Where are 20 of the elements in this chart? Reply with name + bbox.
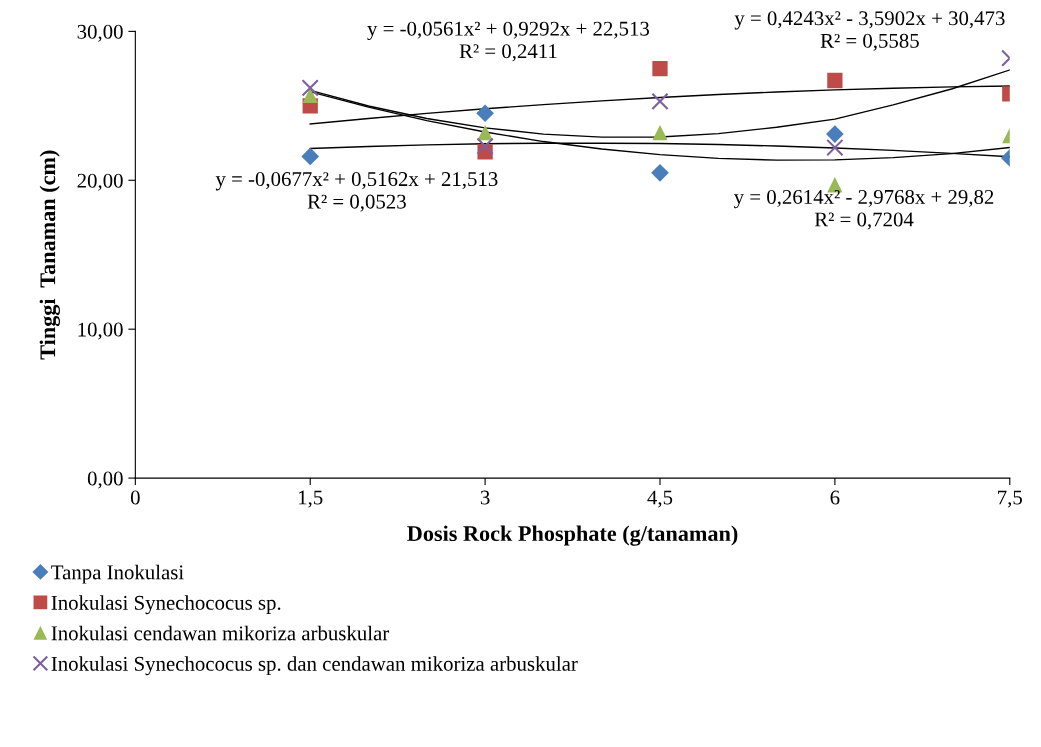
legend-label: Inokulasi Synechococus sp. dan cendawan mikoriza arbuskular	[51, 656, 578, 676]
annotation: y = 0,4243x² - 3,5902x + 30,473 R² = 0,5585	[734, 11, 1005, 51]
y-tick-label: 10,00	[78, 322, 123, 340]
x-tick-label: 1,5	[299, 490, 323, 508]
legend-label: Inokulasi Synechococus sp.	[51, 595, 281, 615]
legend-label: Tanpa Inokulasi	[51, 564, 184, 584]
annotation: y = 0,2614x² - 2,9768x + 29,82 R² = 0,7204	[733, 189, 994, 230]
y-tick-label: 30,00	[77, 24, 123, 42]
x-tick-label: 4,5	[647, 490, 673, 508]
x-tick-label: 7,5	[998, 490, 1022, 508]
x-tick-label: 3	[480, 490, 490, 505]
y-tick-label: 0,00	[87, 471, 123, 489]
annotation: y = -0,0561x² + 0,9292x + 22,513 R² = 0,2411	[367, 21, 650, 62]
x-axis-title: Dosis Rock Phosphate (g/tanaman)	[407, 525, 738, 546]
y-tick-label: 20,00	[77, 173, 123, 191]
legend-label: Inokulasi cendawan mikoriza arbuskular	[51, 625, 390, 641]
y-axis-title: Tinggi Tanaman (cm)	[39, 150, 60, 360]
x-tick-label: 6	[830, 490, 840, 505]
x-tick-label: 0	[130, 490, 140, 505]
annotation: y = -0,0677x² + 0,5162x + 21,513 R² = 0,0523	[215, 172, 498, 212]
